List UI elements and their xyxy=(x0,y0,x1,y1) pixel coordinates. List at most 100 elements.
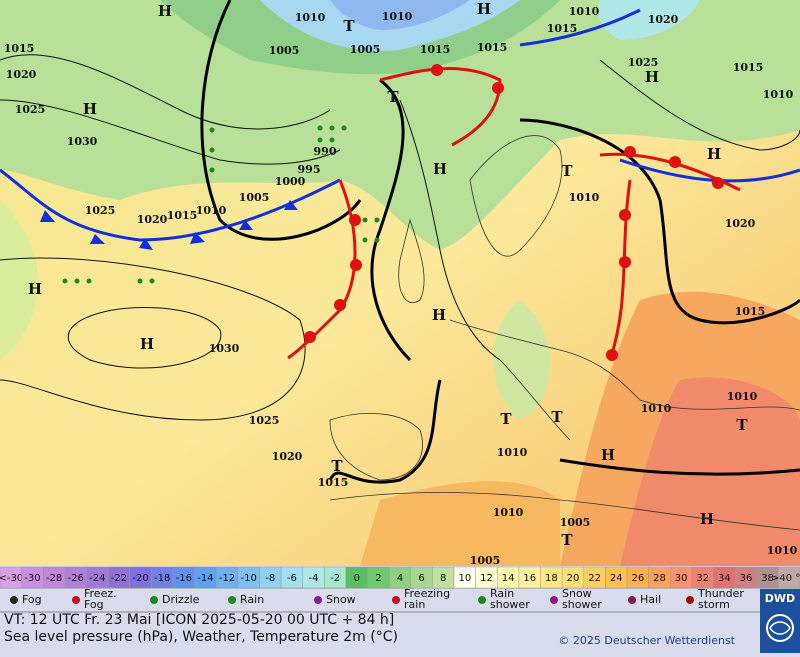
pressure-center: H xyxy=(433,160,447,178)
temperature-area xyxy=(330,0,470,30)
scale-label: 30 xyxy=(675,573,688,584)
scale-label: >40 °C xyxy=(771,573,800,584)
pressure-center: H xyxy=(83,100,97,118)
isobar-label: 1020 xyxy=(272,450,303,463)
pressure-center: H xyxy=(707,145,721,163)
isobar-label: 1015 xyxy=(733,61,764,74)
isobar-label: 1010 xyxy=(641,402,672,415)
isobar-label: 1010 xyxy=(196,204,227,217)
legend-symbol xyxy=(478,596,486,604)
isobar-label: 1005 xyxy=(350,43,381,56)
legend-symbol xyxy=(228,596,236,604)
pressure-center: H xyxy=(28,280,42,298)
warm-front xyxy=(287,64,741,361)
valid-time: VT: 12 UTC Fr. 23 Mai [ICON 2025-05-20 0… xyxy=(4,612,394,628)
isobar-label: 1015 xyxy=(420,43,451,56)
legend-symbol xyxy=(392,596,400,604)
dwd-logo xyxy=(760,589,800,653)
scale-label: 22 xyxy=(588,573,601,584)
scale-label: 12 xyxy=(480,573,493,584)
temperature-area xyxy=(493,300,550,420)
scale-label: -20 xyxy=(132,573,148,584)
legend-label: Snow xyxy=(326,593,356,606)
isobar-label: 1015 xyxy=(477,41,508,54)
pressure-center: H xyxy=(432,306,446,324)
scale-label: -28 xyxy=(46,573,62,584)
scale-label: -30 xyxy=(24,573,40,584)
cold-front xyxy=(0,8,800,250)
isobar-label: 1020 xyxy=(6,68,37,81)
scale-label: 6 xyxy=(418,573,424,584)
isobar-label: 1005 xyxy=(560,516,591,529)
scale-label: -16 xyxy=(176,573,192,584)
scale-label: 32 xyxy=(696,573,709,584)
scale-label: 20 xyxy=(567,573,580,584)
pressure-center: H xyxy=(645,68,659,86)
pressure-center: T xyxy=(561,162,573,180)
scale-label: -24 xyxy=(89,573,105,584)
legend-symbol xyxy=(150,596,158,604)
scale-label: -4 xyxy=(309,573,319,584)
scale-label: 18 xyxy=(545,573,558,584)
isobar-label: 1005 xyxy=(269,44,300,57)
isobar-label: 1010 xyxy=(763,88,794,101)
temperature-area xyxy=(598,0,700,40)
isobar-label: 1020 xyxy=(137,213,168,226)
pressure-center: H xyxy=(601,446,615,464)
scale-label: 34 xyxy=(718,573,731,584)
scale-label: -2 xyxy=(330,573,340,584)
pressure-center: T xyxy=(551,408,563,426)
isobar-label: 1010 xyxy=(569,5,600,18)
legend-label: Freez. Fog xyxy=(84,587,117,611)
pressure-center: H xyxy=(477,0,491,18)
scale-label: <-30 xyxy=(0,573,23,584)
isobar-label: 1025 xyxy=(85,204,116,217)
isobar-label: 1010 xyxy=(727,390,758,403)
logo-text: DWD xyxy=(765,592,795,605)
scale-label: -14 xyxy=(197,573,213,584)
scale-label: 28 xyxy=(653,573,666,584)
pressure-center: T xyxy=(500,410,512,428)
isobar-label: 1015 xyxy=(735,305,766,318)
copyright: © 2025 Deutscher Wetterdienst xyxy=(558,634,735,647)
scale-label: 26 xyxy=(631,573,644,584)
scale-label: 2 xyxy=(375,573,381,584)
isobar-label: 1015 xyxy=(167,209,198,222)
description: Sea level pressure (hPa), Weather, Tempe… xyxy=(4,629,398,645)
isobar-label: 1030 xyxy=(209,342,240,355)
legend-label: Thunder storm xyxy=(697,587,744,611)
isobar-label: 1010 xyxy=(382,10,413,23)
pressure-center: H xyxy=(140,335,154,353)
legend-label: Fog xyxy=(22,593,42,606)
scale-label: -26 xyxy=(68,573,84,584)
temperature-area xyxy=(0,0,800,250)
legend-symbol xyxy=(10,596,18,604)
pressure-center: T xyxy=(387,88,399,106)
legend-label: Rain shower xyxy=(490,587,530,611)
isobar-label: 1010 xyxy=(497,446,528,459)
isobar-label: 1025 xyxy=(628,56,659,69)
scale-label: 24 xyxy=(610,573,623,584)
coastlines xyxy=(329,135,800,531)
dwd-logo-emblem xyxy=(766,614,794,642)
legend-label: Snow shower xyxy=(562,587,602,611)
isobar-label: 1015 xyxy=(547,22,578,35)
legend-label: Drizzle xyxy=(162,593,200,606)
scale-label: -8 xyxy=(265,573,275,584)
legend-symbol xyxy=(628,596,636,604)
isobar-label: 1000 xyxy=(275,175,306,188)
isobar-label: 1025 xyxy=(249,414,280,427)
isobar-label: 990 xyxy=(314,145,337,158)
scale-label: 8 xyxy=(440,573,446,584)
legend-label: Hail xyxy=(640,593,661,606)
legend-label: Freezing rain xyxy=(404,587,450,611)
scale-label: -22 xyxy=(111,573,127,584)
scale-label: 4 xyxy=(397,573,403,584)
dwd-logo-emblem xyxy=(769,621,791,635)
pressure-center: H xyxy=(700,510,714,528)
isobar-label: 995 xyxy=(298,163,321,176)
isobar-label: 1010 xyxy=(767,544,798,557)
temperature-area xyxy=(360,481,560,566)
